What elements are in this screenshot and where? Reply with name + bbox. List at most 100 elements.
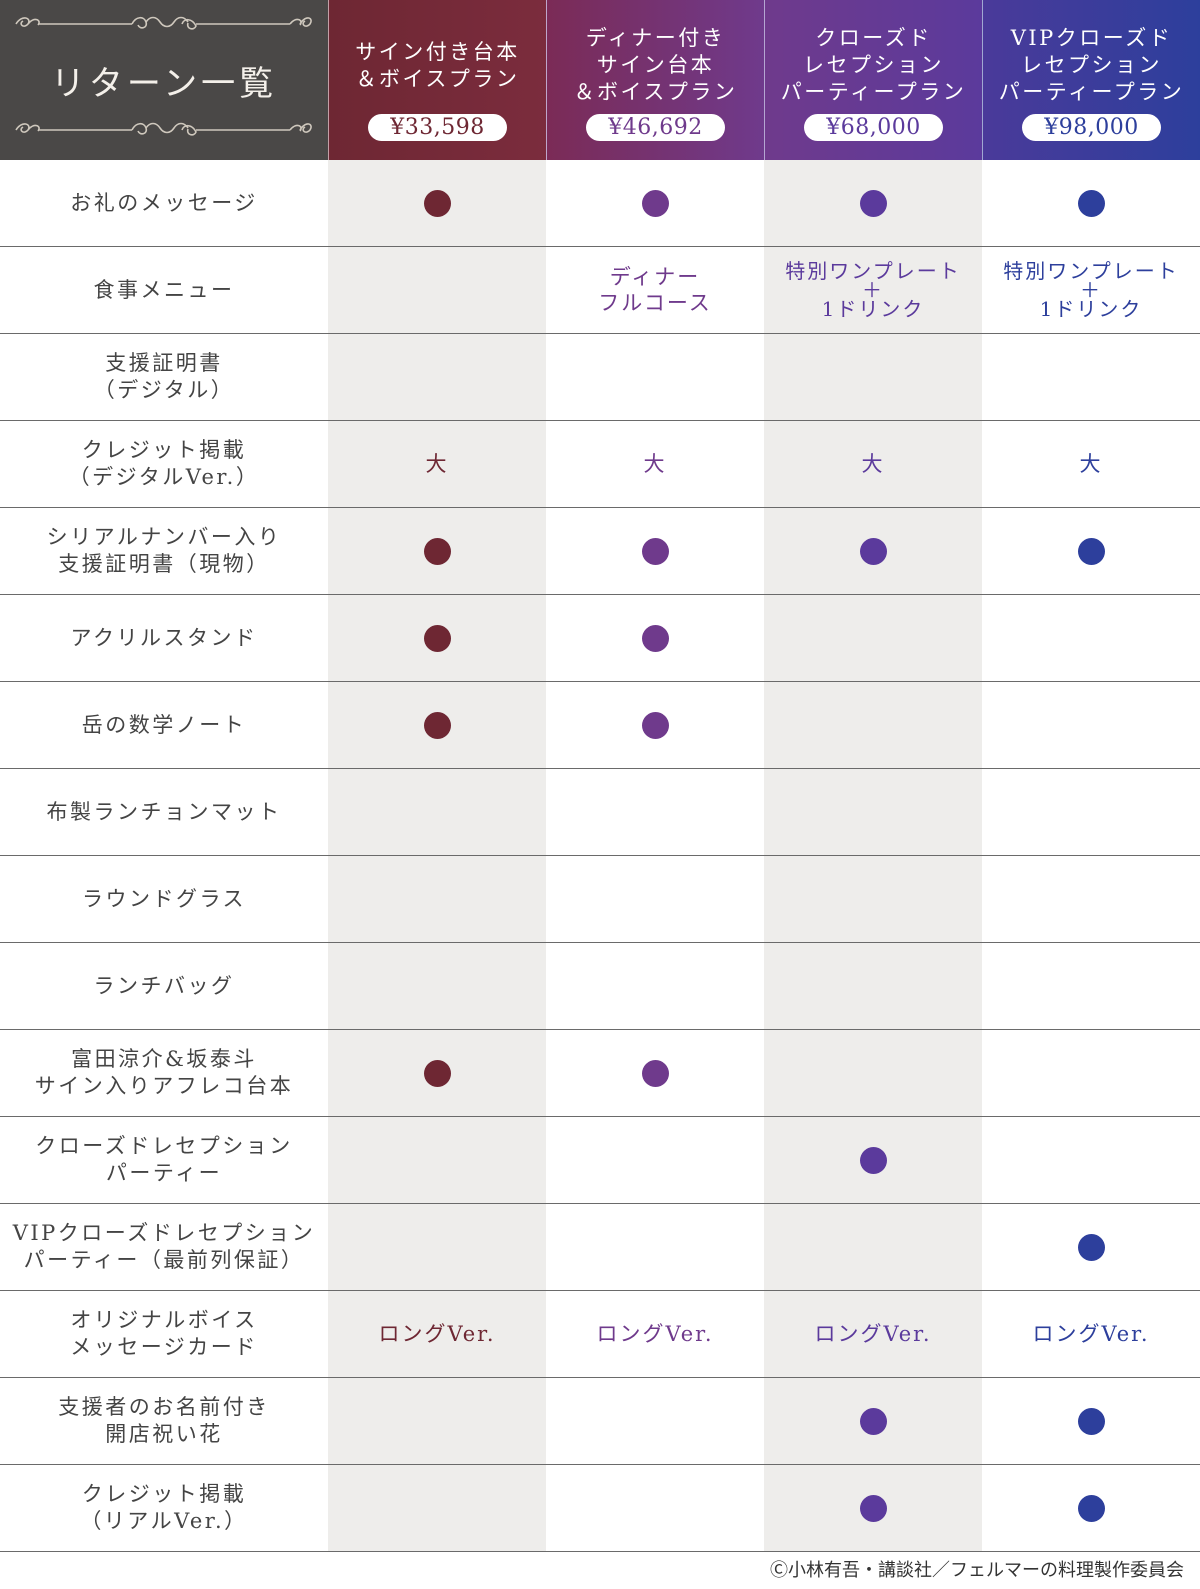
- row-label: ラウンドグラス: [0, 856, 328, 943]
- table-cell: [764, 1378, 982, 1465]
- table-cell: [982, 595, 1200, 682]
- table-cell: [982, 1378, 1200, 1465]
- table-cell: [982, 943, 1200, 1030]
- row-label: 支援証明書 （デジタル）: [0, 334, 328, 421]
- table-cell: 大: [764, 421, 982, 508]
- table-cell: [546, 595, 764, 682]
- row-label: VIPクローズドレセプション パーティー（最前列保証）: [0, 1204, 328, 1291]
- table-cell: [764, 595, 982, 682]
- filled-circle-icon: [641, 189, 669, 217]
- table-cell: [764, 856, 982, 943]
- cell-text: ロングVer.: [378, 1322, 496, 1346]
- plan-price-badge: ¥68,000: [804, 114, 943, 141]
- row-label: 岳の数学ノート: [0, 682, 328, 769]
- table-cell: [764, 1465, 982, 1552]
- table-cell: [328, 856, 546, 943]
- row-label: 布製ランチョンマット: [0, 769, 328, 856]
- table-cell: [328, 160, 546, 247]
- table-cell: [328, 1204, 546, 1291]
- table-cell: [764, 334, 982, 421]
- table-cell: [546, 1378, 764, 1465]
- table-cell: [328, 682, 546, 769]
- table-cell: ロングVer.: [546, 1291, 764, 1378]
- table-cell: [546, 856, 764, 943]
- plan-header-3: クローズド レセプション パーティープラン ¥68,000: [764, 0, 982, 160]
- filled-circle-icon: [1077, 1233, 1105, 1261]
- table-cell: [546, 1117, 764, 1204]
- table-cell: [764, 1030, 982, 1117]
- filled-circle-icon: [859, 537, 887, 565]
- table-cell: [764, 1204, 982, 1291]
- table-cell: [764, 1117, 982, 1204]
- table-cell: [764, 508, 982, 595]
- table-cell: [328, 595, 546, 682]
- table-cell: [982, 160, 1200, 247]
- table-cell: [764, 160, 982, 247]
- filled-circle-icon: [423, 624, 451, 652]
- table-cell: [764, 943, 982, 1030]
- row-label: クローズドレセプション パーティー: [0, 1117, 328, 1204]
- row-label: クレジット掲載 （デジタルVer.）: [0, 421, 328, 508]
- table-cell: [982, 856, 1200, 943]
- filled-circle-icon: [1077, 1407, 1105, 1435]
- filled-circle-icon: [423, 1059, 451, 1087]
- filled-circle-icon: [859, 1146, 887, 1174]
- table-cell: [328, 508, 546, 595]
- row-label: お礼のメッセージ: [0, 160, 328, 247]
- filled-circle-icon: [641, 624, 669, 652]
- plan-name: サイン付き台本 ＆ボイスプラン: [355, 39, 520, 91]
- row-label: 富田涼介&坂泰斗 サイン入りアフレコ台本: [0, 1030, 328, 1117]
- table-cell: [328, 247, 546, 334]
- row-label: 支援者のお名前付き 開店祝い花: [0, 1378, 328, 1465]
- table-cell: [982, 1117, 1200, 1204]
- plan-price-badge: ¥46,692: [586, 114, 725, 141]
- plan-name: VIPクローズド レセプション パーティープラン: [998, 26, 1185, 104]
- table-cell: 大: [546, 421, 764, 508]
- plan-header-2: ディナー付き サイン台本 ＆ボイスプラン ¥46,692: [546, 0, 764, 160]
- table-cell: 大: [982, 421, 1200, 508]
- filled-circle-icon: [859, 1494, 887, 1522]
- plan-name: ディナー付き サイン台本 ＆ボイスプラン: [573, 26, 738, 104]
- plan-header-1: サイン付き台本 ＆ボイスプラン ¥33,598: [328, 0, 546, 160]
- table-cell: [328, 943, 546, 1030]
- table-cell: ロングVer.: [328, 1291, 546, 1378]
- row-label: アクリルスタンド: [0, 595, 328, 682]
- table-cell: [546, 160, 764, 247]
- table-cell: 特別ワンプレート ＋ 1ドリンク: [982, 247, 1200, 334]
- table-cell: [546, 1204, 764, 1291]
- table-title: リターン一覧: [50, 63, 278, 104]
- filled-circle-icon: [859, 189, 887, 217]
- table-cell: 大: [328, 421, 546, 508]
- table-cell: [982, 508, 1200, 595]
- table-cell: [546, 1030, 764, 1117]
- row-label: ランチバッグ: [0, 943, 328, 1030]
- table-cell: ディナー フルコース: [546, 247, 764, 334]
- table-title-cell: リターン一覧: [0, 0, 328, 160]
- table-cell: [764, 769, 982, 856]
- table-cell: [982, 1030, 1200, 1117]
- table-cell: [546, 1465, 764, 1552]
- row-label: オリジナルボイス メッセージカード: [0, 1291, 328, 1378]
- table-cell: [328, 334, 546, 421]
- table-cell: [546, 682, 764, 769]
- row-label: 食事メニュー: [0, 247, 328, 334]
- cell-text: 特別ワンプレート ＋ 1ドリンク: [785, 258, 961, 321]
- cell-text: 大: [861, 452, 885, 476]
- table-cell: ロングVer.: [764, 1291, 982, 1378]
- table-cell: [982, 682, 1200, 769]
- row-label: シリアルナンバー入り 支援証明書（現物）: [0, 508, 328, 595]
- table-cell: [546, 508, 764, 595]
- cell-text: 特別ワンプレート ＋ 1ドリンク: [1003, 258, 1179, 321]
- filled-circle-icon: [859, 1407, 887, 1435]
- table-cell: [328, 1117, 546, 1204]
- cell-text: 大: [643, 452, 667, 476]
- cell-text: ロングVer.: [1032, 1322, 1150, 1346]
- filled-circle-icon: [641, 1059, 669, 1087]
- cell-text: 大: [1079, 452, 1103, 476]
- filled-circle-icon: [423, 711, 451, 739]
- table-cell: [546, 769, 764, 856]
- cell-text: ロングVer.: [596, 1322, 714, 1346]
- flourish-divider-icon: [15, 16, 312, 30]
- row-label: クレジット掲載 （リアルVer.）: [0, 1465, 328, 1552]
- filled-circle-icon: [423, 189, 451, 217]
